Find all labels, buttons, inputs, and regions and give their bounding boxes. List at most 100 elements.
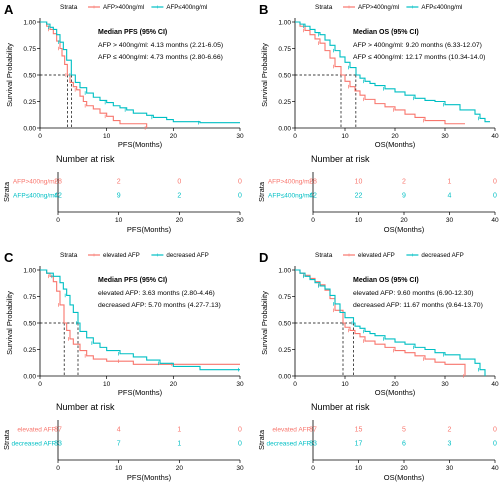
risk-x-tick-label: 40 [491,465,499,472]
risk-count: 0 [493,179,497,186]
risk-count: 3 [448,441,452,448]
panel-label: B [259,2,268,17]
x-tick-label: 0 [38,133,42,140]
risk-count: 37 [54,427,62,434]
risk-table-y-label: Strata [257,429,266,450]
risk-row-label: elevated AFP [272,426,311,433]
x-tick-label: 40 [491,133,499,140]
y-tick-label: 0.75 [278,46,291,53]
risk-count: 9 [402,193,406,200]
y-tick-label: 0.50 [23,320,36,327]
x-tick-label: 20 [391,133,399,140]
annotation-line: AFP ≤ 400ng/ml: 4.73 months (2.80-6.66) [98,54,223,61]
annotation-title: Median PFS (95% CI) [98,277,167,284]
y-axis-label: Survival Probability [260,291,269,355]
risk-x-tick-label: 30 [236,465,244,472]
annotation-line: AFP > 400ng/ml: 4.13 months (2.21-6.05) [98,42,223,49]
legend-entry: AFP≤400ng/ml [166,4,207,11]
risk-count: 0 [238,179,242,186]
panel-d: D Strata + elevated AFP + decreased AFP Surviv… [257,250,499,482]
legend-entry: decreased AFP [421,252,463,259]
x-tick-label: 20 [170,381,178,388]
y-tick-label: 0.25 [278,99,291,106]
risk-x-axis-label: PFS(Months) [127,225,172,234]
risk-row-label: decreased AFP [267,440,311,447]
x-tick-label: 30 [236,133,244,140]
y-axis-label: Survival Probability [5,291,14,355]
risk-x-tick-label: 20 [176,465,184,472]
risk-x-tick-label: 20 [176,217,184,224]
risk-row-label: AFP>400ng/ml [268,178,312,185]
risk-table-title: Number at risk [56,154,115,164]
annotation-line: AFP ≤ 400ng/ml: 12.17 months (10.34-14.0… [353,54,485,61]
risk-count: 0 [238,427,242,434]
y-tick-label: 0.25 [23,347,36,354]
risk-row-label: AFP>400ng/ml [13,178,57,185]
x-tick-label: 0 [293,133,297,140]
risk-x-tick-label: 30 [236,217,244,224]
risk-count: 0 [238,441,242,448]
legend: Strata + AFP>400ng/ml + AFP≤400ng/ml [60,4,207,11]
y-axis-label: Survival Probability [5,43,14,107]
x-tick-label: 20 [170,133,178,140]
risk-count: 1 [177,441,181,448]
risk-row-label: AFP≤400ng/ml [268,192,312,199]
legend-marker: + [347,5,351,11]
x-axis-label: PFS(Months) [118,388,163,397]
risk-count: 4 [448,193,452,200]
risk-x-tick-label: 10 [115,217,123,224]
risk-count: 42 [54,193,62,200]
risk-count: 28 [54,179,62,186]
risk-table-title: Number at risk [56,402,115,412]
risk-table-y-label: Strata [2,429,11,450]
y-tick-label: 1.00 [23,267,36,274]
risk-count: 6 [402,441,406,448]
y-tick-label: 0.75 [278,294,291,301]
x-tick-label: 30 [441,381,449,388]
y-tick-label: 0.75 [23,294,36,301]
panel-c: C Strata + elevated AFP + decreased AFP Surviv… [2,250,244,482]
risk-count: 4 [117,427,121,434]
annotation-line: AFP > 400ng/ml: 9.20 months (6.33-12.07) [353,42,482,49]
x-tick-label: 0 [293,381,297,388]
risk-count: 9 [117,193,121,200]
y-tick-label: 0.00 [278,125,291,132]
x-tick-label: 10 [103,381,111,388]
risk-count: 2 [177,193,181,200]
legend-entry: decreased AFP [166,252,208,259]
risk-table-y-label: Strata [257,181,266,202]
y-tick-label: 0.00 [23,373,36,380]
risk-count: 0 [493,441,497,448]
annotation-line: elevated AFP: 3.63 months (2.80-4.46) [98,290,215,297]
legend-title: Strata [60,252,78,259]
legend-marker: + [92,253,96,259]
y-tick-label: 0.00 [23,125,36,132]
risk-x-tick-label: 30 [446,465,454,472]
risk-x-tick-label: 20 [400,465,408,472]
panel-label: D [259,250,268,265]
risk-x-tick-label: 0 [56,465,60,472]
panel-a: A Strata + AFP>400ng/ml + AFP≤400ng/ml Surviva… [2,2,244,234]
legend-title: Strata [315,252,333,259]
risk-row-label: elevated AFP [17,426,56,433]
legend-marker: + [411,5,415,11]
annotation-line: elevated AFP: 9.60 months (6.90-12.30) [353,290,474,297]
km-curve-series-1 [40,269,240,365]
panel-label: A [4,2,14,17]
risk-count: 28 [309,179,317,186]
y-tick-label: 0.00 [278,373,291,380]
legend-marker: + [156,253,160,259]
risk-x-tick-label: 0 [311,465,315,472]
km-curve-series-2 [295,269,486,376]
km-curve-series-1 [40,21,148,128]
legend-entry: elevated AFP [103,252,140,259]
panel-b: B Strata + AFP>400ng/ml + AFP≤400ng/ml Surviva… [257,2,499,234]
risk-count: 2 [448,427,452,434]
risk-x-tick-label: 0 [56,217,60,224]
risk-x-tick-label: 10 [355,217,363,224]
x-axis-label: OS(Months) [375,140,416,149]
risk-x-tick-label: 20 [400,217,408,224]
risk-count: 2 [117,179,121,186]
risk-table-y-label: Strata [2,181,11,202]
